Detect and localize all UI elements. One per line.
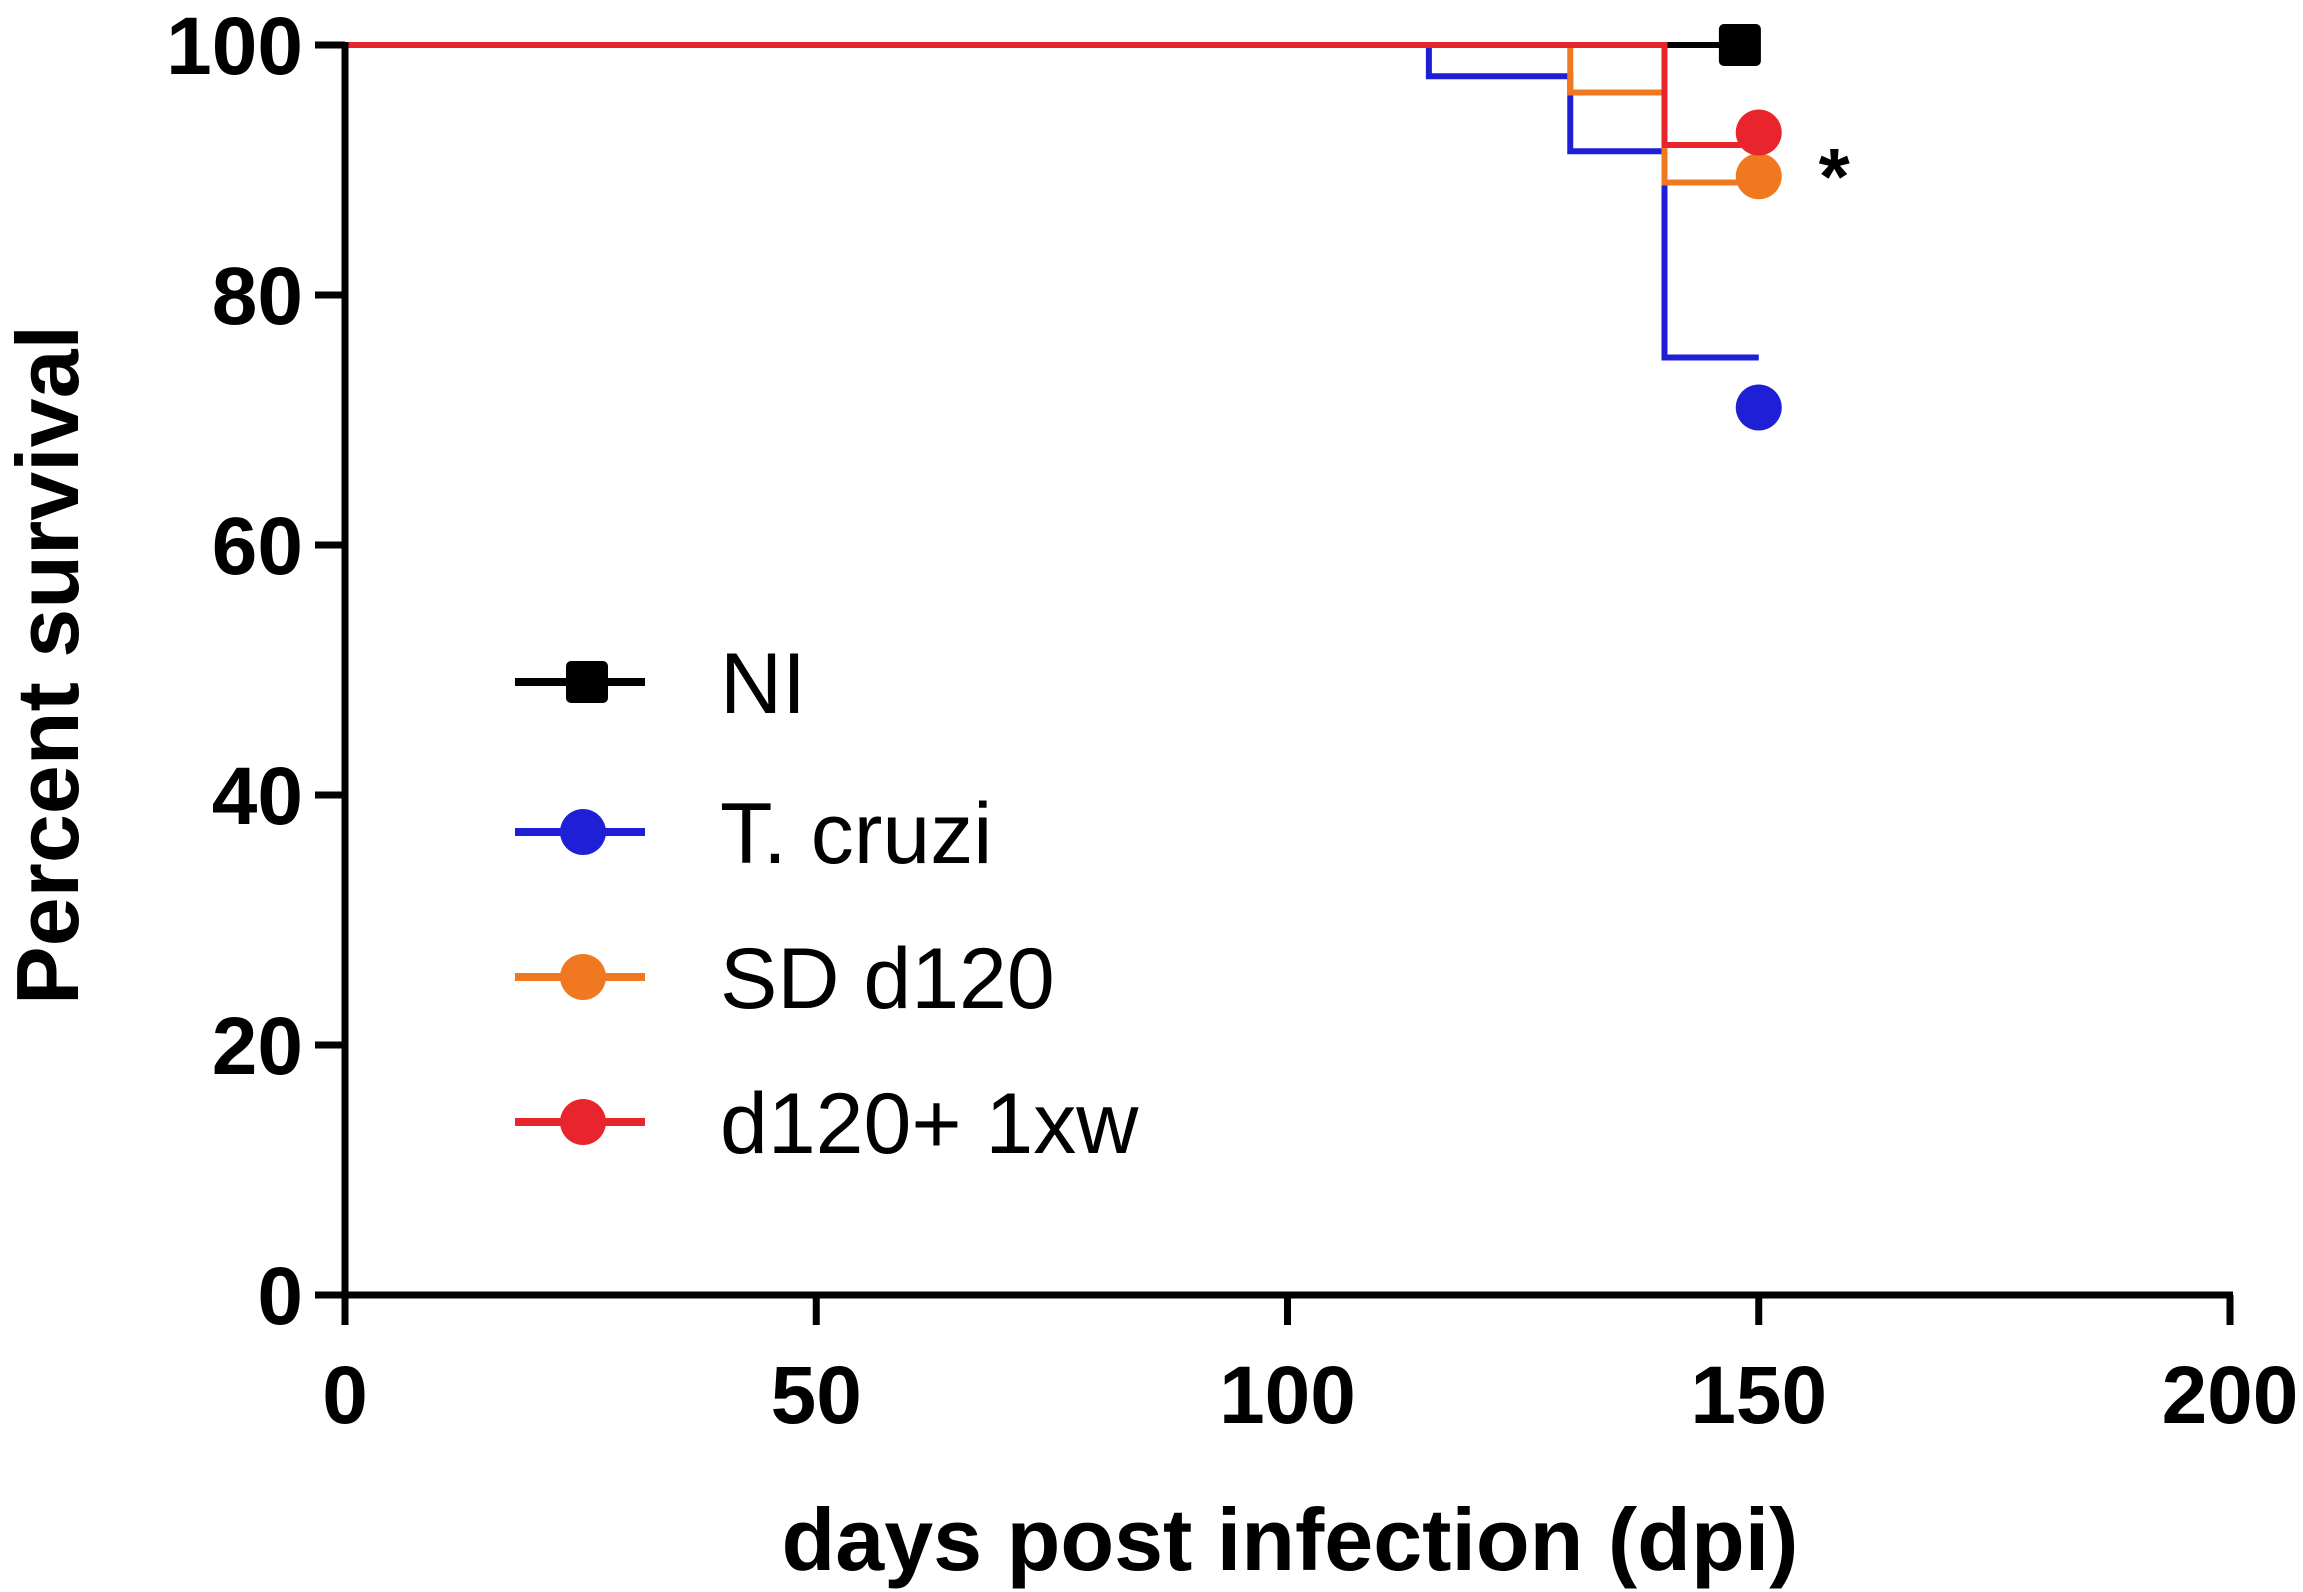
- axes: [341, 42, 2233, 1299]
- series-line-d120-1xw: [345, 42, 1759, 148]
- legend: NI T. cruzi SD d120 d120+ 1xw: [515, 636, 1139, 1172]
- y-tick-label: 0: [257, 1251, 303, 1342]
- legend-label-sd-d120: SD d120: [720, 931, 1055, 1027]
- x-tick-label: 100: [1219, 1350, 1356, 1441]
- y-tick-label: 40: [212, 751, 303, 842]
- series-end-marker-sd-d120: [1735, 153, 1782, 200]
- significance-asterisk: *: [1819, 132, 1851, 221]
- x-axis-title: days post infection (dpi): [782, 1490, 1799, 1589]
- x-tick-label: 150: [1690, 1350, 1827, 1441]
- series-line-t-cruzi: [345, 42, 1759, 361]
- annotations: *: [1819, 132, 1851, 221]
- legend-marker-d120-1xw: [560, 1099, 606, 1145]
- y-tick-label: 100: [166, 1, 303, 92]
- y-tick-label: 60: [212, 501, 303, 592]
- series-line-sd-d120: [345, 42, 1759, 186]
- x-tick-label: 50: [771, 1350, 862, 1441]
- y-axis-title: Percent survival: [0, 325, 97, 1005]
- legend-marker-ni: [566, 661, 608, 703]
- series-end-marker-d120-1xw: [1735, 109, 1782, 156]
- x-tick-label: 0: [322, 1350, 368, 1441]
- series-end-marker-ni: [1718, 24, 1761, 66]
- legend-marker-t-cruzi: [560, 809, 606, 855]
- legend-label-d120-1xw: d120+ 1xw: [720, 1076, 1139, 1172]
- series-layer: [345, 24, 1782, 431]
- y-tick-label: 80: [212, 251, 303, 342]
- legend-marker-sd-d120: [560, 954, 606, 1000]
- series-end-marker-t-cruzi: [1735, 384, 1782, 431]
- legend-label-t-cruzi: T. cruzi: [720, 786, 992, 882]
- y-tick-label: 20: [212, 1001, 303, 1092]
- x-tick-label: 200: [2162, 1350, 2299, 1441]
- legend-label-ni: NI: [720, 636, 806, 732]
- ticks: 0 20 40 60 80 100 0 50 100 150 200: [166, 1, 2298, 1441]
